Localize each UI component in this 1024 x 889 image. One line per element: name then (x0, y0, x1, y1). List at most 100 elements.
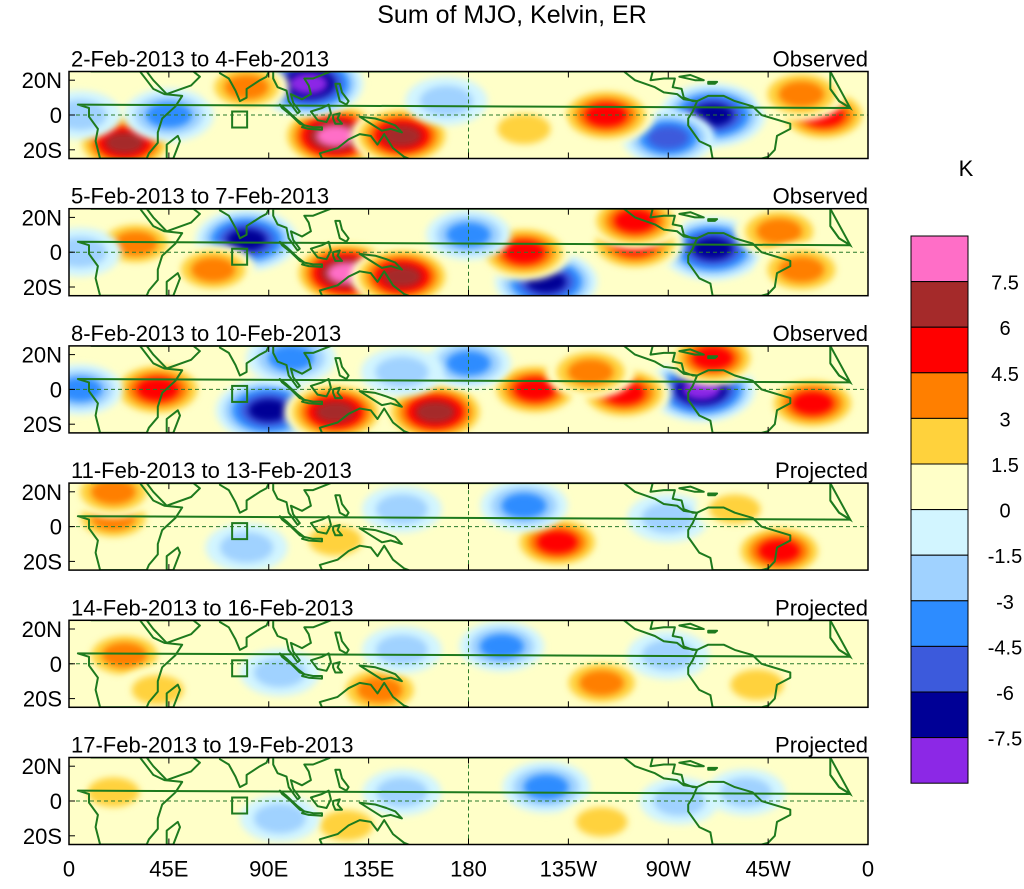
anomaly-8 (362, 626, 442, 674)
anomaly-4 (715, 660, 799, 708)
colorbar-label: -6 (996, 683, 1014, 705)
units-label: K (959, 156, 974, 181)
colorbar-label: -4.5 (988, 637, 1022, 659)
anomaly-10 (765, 374, 860, 432)
colorbar-label: -1.5 (988, 546, 1022, 568)
y-tick-label: 20S (23, 549, 62, 574)
anomaly-1 (80, 629, 169, 682)
panel-field (69, 71, 868, 159)
anomaly-2 (305, 800, 388, 845)
anomaly-8 (545, 345, 636, 399)
x-axis: 0 45E 90E 135E 180 135W 90W 45W 0 (63, 857, 874, 882)
anomaly-10 (695, 485, 775, 533)
colorbar-swatch (910, 737, 969, 784)
anomaly-6 (622, 110, 715, 159)
panel-period: 8-Feb-2013 to 10-Feb-2013 (71, 321, 341, 346)
colorbar-label: -7.5 (988, 729, 1022, 751)
x-tick-label: 135W (540, 857, 598, 882)
colorbar-swatch (910, 509, 969, 556)
colorbar-label: 3 (999, 409, 1010, 431)
panel-period: 5-Feb-2013 to 7-Feb-2013 (71, 184, 329, 209)
colorbar-swatch (910, 645, 969, 693)
y-tick-label: 20S (23, 138, 62, 163)
anomaly-7 (557, 85, 655, 145)
y-tick-label: 20N (22, 343, 62, 368)
x-tick-label: 0 (63, 857, 75, 882)
colorbar-swatch (910, 691, 969, 739)
panel-2: 20N 0 20S 5-Feb-2013 to 7-Feb-2013 Observed (22, 184, 869, 300)
panel-field (69, 620, 868, 708)
anomaly-4 (660, 217, 766, 281)
y-tick-label: 0 (50, 377, 62, 402)
anomaly-14 (482, 104, 566, 154)
panel-status: Observed (773, 321, 868, 346)
panel-field (69, 483, 868, 571)
x-tick-label: 0 (862, 857, 874, 882)
colorbar-label: 4.5 (991, 364, 1019, 386)
anomaly-1 (73, 768, 154, 816)
panel-status: Projected (775, 595, 868, 620)
coastlines (76, 757, 853, 845)
region-box (231, 110, 249, 129)
anomaly-6 (562, 798, 642, 845)
region-box (231, 796, 249, 815)
chart-title: Sum of MJO, Kelvin, ER (377, 1, 647, 29)
y-tick-label: 20S (23, 687, 62, 712)
panel-field (69, 208, 868, 296)
anomaly-2 (350, 245, 454, 296)
panel-6: 20N 0 20S 17-Feb-2013 to 19-Feb-2013 Project… (22, 733, 869, 849)
anomaly-9 (734, 208, 825, 259)
y-tick-label: 20N (22, 617, 62, 642)
y-tick-label: 0 (50, 240, 62, 265)
colorbar: 7.5 6 4.5 3 1.5 0 -1.5 -3 -4.5 -6 -7.5 (910, 235, 1022, 784)
region-box (231, 659, 249, 678)
anomaly-8 (587, 208, 683, 250)
y-tick-label: 0 (50, 789, 62, 814)
anomaly-2 (69, 483, 158, 518)
anomaly-7 (239, 794, 320, 843)
panel-status: Observed (773, 47, 868, 72)
anomaly-7 (239, 648, 320, 697)
y-tick-label: 20N (22, 754, 62, 779)
panel-status: Projected (775, 458, 868, 483)
anomaly-5 (706, 769, 786, 816)
colorbar-swatch (910, 372, 969, 419)
y-tick-label: 20S (23, 275, 62, 300)
y-tick-label: 20N (22, 480, 62, 505)
coastlines (76, 71, 853, 159)
colorbar-swatch (910, 463, 969, 511)
region-box (231, 384, 249, 403)
x-tick-label: 90E (249, 857, 288, 882)
region-box (231, 247, 249, 266)
anomaly-10 (756, 242, 847, 296)
anomaly-14 (69, 227, 122, 277)
coastlines (76, 483, 853, 571)
x-tick-label: 180 (450, 857, 487, 882)
anomaly-4 (109, 360, 207, 419)
coastlines (76, 620, 853, 708)
colorbar-label: 0 (999, 501, 1010, 523)
anomaly-5 (480, 483, 568, 532)
panel-3: 20N 0 20S 8-Feb-2013 to 10-Feb-2013 Observed (22, 321, 869, 437)
panel-period: 17-Feb-2013 to 19-Feb-2013 (71, 733, 354, 758)
panel-4: 20N 0 20S 11-Feb-2013 to 13-Feb-2013 Project… (22, 458, 869, 574)
anomaly-9 (362, 485, 442, 533)
anomaly-12 (405, 76, 488, 126)
y-tick-label: 0 (50, 103, 62, 128)
panel-field (69, 345, 868, 433)
coastlines (76, 345, 853, 433)
panel-1: 20N 0 20S 2-Feb-2013 to 4-Feb-2013 Observed (22, 47, 869, 163)
x-tick-label: 90W (646, 857, 691, 882)
panel-period: 14-Feb-2013 to 16-Feb-2013 (71, 595, 354, 620)
colorbar-label: -3 (996, 592, 1014, 614)
anomaly-13 (69, 90, 122, 140)
colorbar-label: 6 (999, 318, 1010, 340)
colorbar-swatch (910, 417, 969, 465)
y-tick-label: 20S (23, 412, 62, 437)
panel-field (69, 757, 868, 845)
colorbar-label: 1.5 (991, 455, 1019, 477)
colorbar-swatch (910, 554, 969, 602)
panel-status: Projected (775, 733, 868, 758)
